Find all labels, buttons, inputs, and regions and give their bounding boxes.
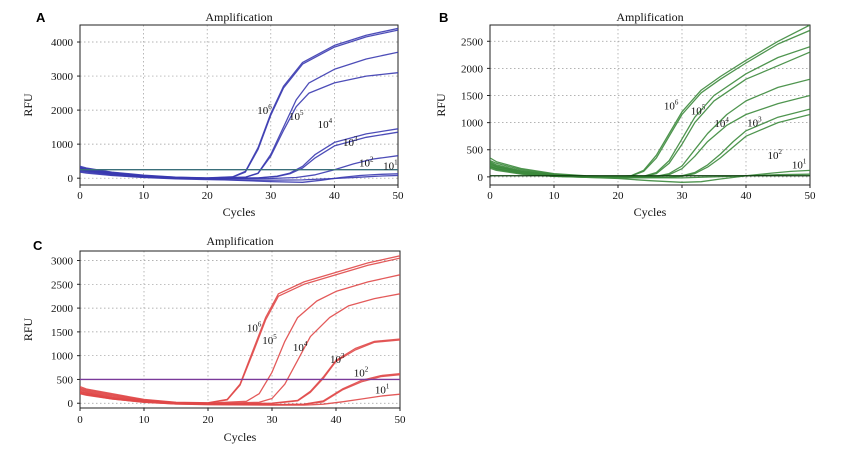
curve-label: 106 — [257, 103, 272, 117]
plot-frame — [79, 24, 399, 186]
y-tick-label: 0 — [68, 173, 74, 185]
amplification-curve — [80, 29, 398, 179]
curve-label: 105 — [691, 103, 706, 117]
panel-letter: B — [439, 10, 449, 25]
series-group — [80, 255, 400, 406]
amplification-curve — [80, 255, 400, 404]
curve-label: 104 — [293, 340, 308, 354]
y-tick-label: 1000 — [51, 351, 74, 363]
amplification-curve — [80, 274, 400, 404]
curve-label: 106 — [247, 320, 262, 334]
amplification-curve — [80, 27, 398, 179]
y-tick-label: 2500 — [461, 36, 484, 48]
amplification-curve — [80, 293, 400, 405]
y-tick-label: 0 — [478, 172, 484, 184]
panel-letter: C — [33, 238, 43, 253]
x-tick-label: 30 — [677, 190, 689, 202]
x-tick-label: 40 — [741, 190, 753, 202]
x-tick-label: 40 — [329, 190, 341, 202]
x-tick-label: 20 — [203, 414, 215, 426]
amplification-curve — [80, 257, 400, 404]
x-tick-label: 10 — [138, 190, 150, 202]
x-tick-label: 10 — [139, 414, 151, 426]
amplification-curve — [490, 25, 810, 178]
x-tick-label: 0 — [77, 190, 83, 202]
curve-label: 101 — [792, 158, 807, 172]
chart-panel-a: A Amplification 0 10 20 30 40 50 0 1000 2000 3000 4… — [0, 0, 430, 228]
y-tick-label: 2000 — [461, 63, 484, 75]
x-axis-label: Cycles — [634, 205, 667, 219]
x-tick-label: 40 — [331, 414, 343, 426]
amplification-curve — [80, 339, 400, 405]
chart-title: Amplification — [205, 10, 272, 24]
x-tick-label: 50 — [805, 190, 817, 202]
x-tick-label: 0 — [77, 414, 83, 426]
chart-title: Amplification — [206, 234, 273, 248]
y-tick-label: 4000 — [51, 37, 74, 49]
y-tick-label: 2000 — [51, 105, 74, 117]
amplification-curve — [80, 338, 400, 405]
amplification-curve — [490, 108, 810, 179]
y-tick-label: 2000 — [51, 303, 74, 315]
x-tick-label: 30 — [265, 190, 277, 202]
curve-label: 104 — [714, 116, 729, 130]
y-tick-label: 500 — [467, 145, 484, 157]
curve-label: 103 — [343, 135, 358, 149]
x-axis-label: Cycles — [223, 205, 256, 219]
y-tick-label: 500 — [57, 374, 74, 386]
curve-label: 103 — [330, 352, 345, 366]
plot-frame — [79, 250, 401, 409]
curve-label: 103 — [747, 115, 762, 129]
curve-label: 102 — [768, 148, 783, 162]
amplification-curve — [80, 171, 398, 181]
series-group — [490, 25, 810, 183]
panel-letter: A — [36, 10, 46, 25]
y-tick-label: 1500 — [51, 327, 74, 339]
y-axis-label: RFU — [21, 93, 35, 117]
curve-label: 104 — [318, 117, 333, 131]
chart-title: Amplification — [616, 10, 683, 24]
curve-label: 106 — [664, 99, 679, 113]
amplification-curve — [490, 51, 810, 178]
y-axis-label: RFU — [434, 93, 448, 117]
chart-panel-c: C Amplification 0 10 20 30 40 50 0 500 1000 1500 20… — [0, 228, 430, 449]
y-axis-label: RFU — [21, 317, 35, 341]
x-tick-label: 20 — [613, 190, 625, 202]
plot-frame — [489, 24, 811, 186]
amplification-chart: Amplification 0 10 20 30 40 50 0 1000 2000 3000 400… — [21, 10, 405, 219]
amplification-curve — [490, 29, 810, 178]
y-tick-label: 1000 — [461, 118, 484, 130]
x-tick-label: 20 — [202, 190, 214, 202]
amplification-curve — [80, 155, 398, 180]
y-tick-label: 3000 — [51, 256, 74, 268]
amplification-curve — [80, 72, 398, 180]
x-tick-label: 50 — [393, 190, 405, 202]
curve-label: 101 — [383, 159, 398, 173]
curve-label: 105 — [262, 333, 277, 347]
x-tick-label: 30 — [267, 414, 279, 426]
y-tick-label: 2500 — [51, 279, 74, 291]
x-tick-label: 50 — [395, 414, 407, 426]
series-group — [80, 27, 398, 183]
y-tick-label: 1000 — [51, 139, 74, 151]
amplification-curve — [80, 51, 398, 179]
curve-label: 102 — [359, 155, 374, 169]
chart-panel-b: B Amplification 0 10 20 30 40 50 0 500 1000 1500 20… — [425, 0, 855, 228]
x-axis-label: Cycles — [224, 430, 257, 444]
y-tick-label: 1500 — [461, 91, 484, 103]
curve-label: 105 — [289, 109, 304, 123]
curve-label: 102 — [354, 366, 369, 380]
curve-label: 101 — [375, 383, 390, 397]
y-tick-label: 3000 — [51, 71, 74, 83]
y-tick-label: 0 — [68, 398, 74, 410]
x-tick-label: 0 — [487, 190, 493, 202]
amplification-curve — [490, 46, 810, 178]
amplification-curve — [80, 393, 400, 406]
x-tick-label: 10 — [549, 190, 561, 202]
